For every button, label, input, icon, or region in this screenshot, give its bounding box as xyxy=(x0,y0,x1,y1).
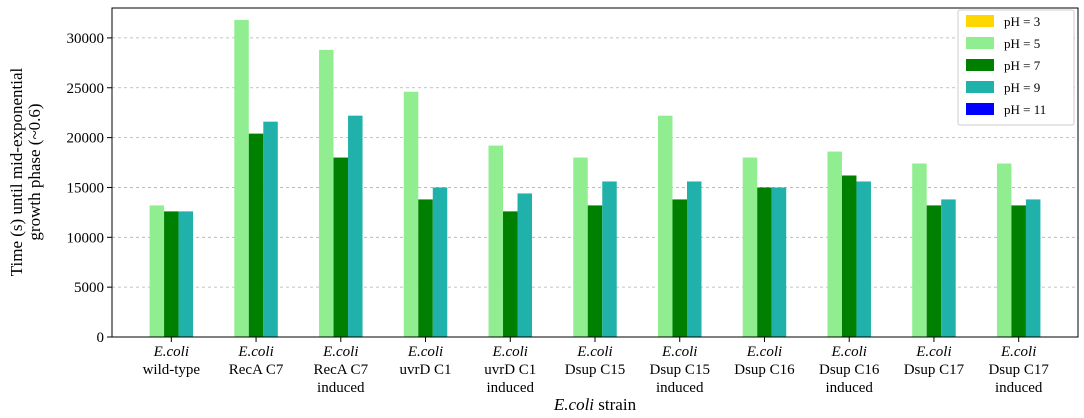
bar-ph9-9 xyxy=(941,199,956,337)
bars xyxy=(149,19,1041,338)
x-tick-label-species: E.coli xyxy=(746,344,782,360)
bar-ph9-0 xyxy=(178,211,194,337)
x-tick-label-strain: Dsup C15 xyxy=(650,362,710,378)
legend-label: pH = 9 xyxy=(1004,80,1040,95)
bar-ph9-8 xyxy=(856,181,871,337)
y-tick-label: 15000 xyxy=(67,180,105,196)
x-axis: E.coli wild-type E.coli RecA C7 E.coli RecA C… xyxy=(143,337,1049,396)
y-tick-label: 10000 xyxy=(67,230,105,246)
bar-ph5-9 xyxy=(912,163,927,337)
x-axis-label: E.coli strain xyxy=(553,395,637,414)
bar-ph7-6 xyxy=(672,199,687,337)
bar-ph9-10 xyxy=(1025,199,1041,337)
bar-ph5-2 xyxy=(319,49,334,337)
x-tick-label-species: E.coli xyxy=(915,344,951,360)
x-tick-label-condition: induced xyxy=(656,380,704,396)
bar-ph7-5 xyxy=(587,205,603,337)
x-tick-label-strain: Dsup C15 xyxy=(565,362,625,378)
bar-ph5-10 xyxy=(996,163,1012,337)
legend-swatch xyxy=(966,15,994,27)
x-tick-label-condition: induced xyxy=(487,380,535,396)
x-tick-label-species: E.coli xyxy=(576,344,612,360)
bar-ph7-9 xyxy=(926,205,942,337)
bar-ph5-7 xyxy=(742,157,758,337)
bar-ph9-7 xyxy=(771,187,787,337)
x-tick-label-strain: uvrD C1 xyxy=(484,362,536,378)
bar-ph7-10 xyxy=(1011,205,1026,337)
y-axis-label: Time (s) until mid-exponential xyxy=(7,67,26,276)
legend-swatch xyxy=(966,59,994,71)
legend-swatch xyxy=(966,37,994,49)
x-tick-label-species: E.coli xyxy=(322,344,358,360)
x-tick-label-species: E.coli xyxy=(407,344,443,360)
x-tick-label-strain: Dsup C17 xyxy=(904,362,965,378)
x-tick-label-species: E.coli xyxy=(153,344,189,360)
bar-ph5-0 xyxy=(149,205,165,337)
bar-ph9-4 xyxy=(517,193,533,337)
y-tick-label: 0 xyxy=(97,330,105,346)
x-tick-label-condition: induced xyxy=(995,380,1043,396)
bar-ph5-4 xyxy=(488,145,504,337)
y-axis: 0 5000 10000 15000 20000 25000 30000 xyxy=(67,31,112,346)
y-axis-label-line2: growth phase (~0.6) xyxy=(25,103,44,240)
x-axis-label-italic: E.coli xyxy=(553,395,594,414)
y-tick-label: 30000 xyxy=(67,31,105,47)
x-tick-label-species: E.coli xyxy=(1000,344,1036,360)
x-tick-label-strain: wild-type xyxy=(143,362,201,378)
legend-label: pH = 11 xyxy=(1004,102,1046,117)
bar-ph5-6 xyxy=(657,115,673,337)
x-tick-label-strain: RecA C7 xyxy=(229,362,284,378)
bar-ph7-1 xyxy=(248,133,264,337)
x-tick-label-condition: induced xyxy=(825,380,873,396)
legend-swatch xyxy=(966,81,994,93)
bar-ph9-3 xyxy=(432,187,448,337)
legend-label: pH = 7 xyxy=(1004,58,1041,73)
bar-ph9-5 xyxy=(602,181,617,337)
bar-ph7-4 xyxy=(503,211,518,337)
x-tick-label-strain: Dsup C16 xyxy=(819,362,880,378)
x-tick-label-strain: Dsup C17 xyxy=(988,362,1049,378)
x-tick-label-condition: induced xyxy=(317,380,365,396)
x-tick-label-strain: Dsup C16 xyxy=(734,362,795,378)
bar-ph5-8 xyxy=(827,151,842,337)
bar-ph5-5 xyxy=(573,157,588,337)
x-tick-label-strain: RecA C7 xyxy=(313,362,368,378)
bar-ph7-0 xyxy=(164,211,179,337)
bar-ph9-2 xyxy=(348,115,363,337)
bar-ph7-2 xyxy=(333,157,349,337)
legend: pH = 3 pH = 5 pH = 7 pH = 9 pH = 11 xyxy=(957,9,1075,126)
bar-ph9-1 xyxy=(263,121,278,338)
bar-ph5-1 xyxy=(234,19,249,338)
x-tick-label-species: E.coli xyxy=(831,344,867,360)
bar-ph9-6 xyxy=(686,181,702,337)
x-axis-label-rest: strain xyxy=(594,395,637,414)
bar-ph5-3 xyxy=(403,91,419,337)
x-tick-label-species: E.coli xyxy=(492,344,528,360)
x-tick-label-species: E.coli xyxy=(237,344,273,360)
legend-label: pH = 5 xyxy=(1004,36,1040,51)
x-tick-label-strain: uvrD C1 xyxy=(399,362,451,378)
bar-ph7-7 xyxy=(757,187,772,337)
y-tick-label: 25000 xyxy=(67,81,105,97)
y-tick-label: 20000 xyxy=(67,131,105,147)
legend-swatch xyxy=(966,103,994,115)
legend-label: pH = 3 xyxy=(1004,14,1040,29)
x-tick-label-species: E.coli xyxy=(661,344,697,360)
bar-ph7-3 xyxy=(418,199,433,337)
y-tick-label: 5000 xyxy=(74,280,104,296)
bar-ph7-8 xyxy=(841,175,857,337)
